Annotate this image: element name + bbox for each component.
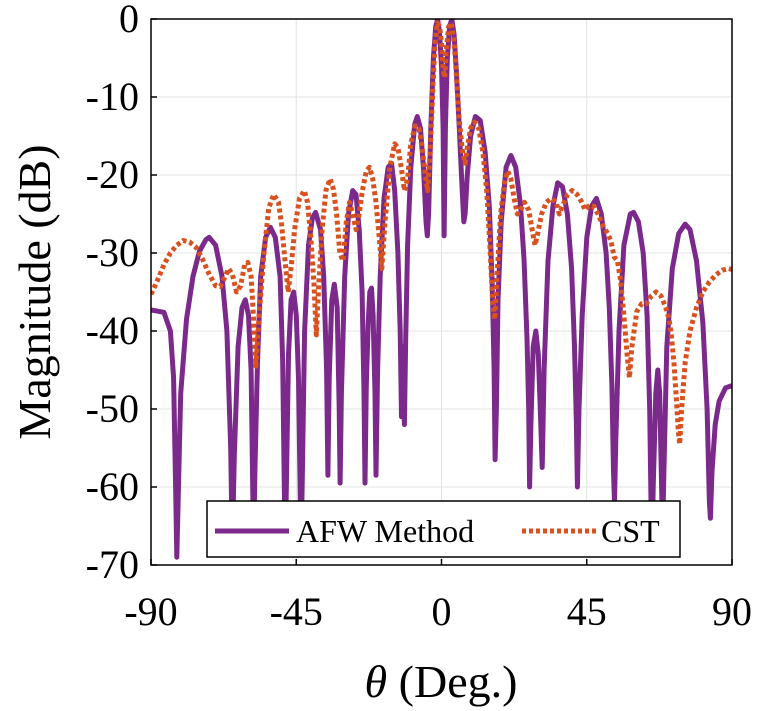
legend-label-cst: CST [601, 513, 660, 549]
x-tick-labels: -90 -45 0 45 90 [124, 559, 752, 634]
series-line-afw-method [151, 19, 732, 560]
y-tick-label: 0 [119, 0, 139, 41]
series-line-cst [151, 20, 732, 447]
y-tick-label: -70 [86, 542, 139, 587]
y-tick-label: -60 [86, 464, 139, 509]
y-tick-label: -20 [86, 152, 139, 197]
series-layer [151, 19, 732, 560]
legend: AFW Method CST [206, 500, 681, 558]
y-tick-label: -40 [86, 308, 139, 353]
x-tick-label: 45 [567, 589, 607, 634]
y-tick-label: -50 [86, 386, 139, 431]
y-tick-labels: 0 -10 -20 -30 -40 -50 -60 -70 [86, 0, 157, 587]
y-tick-label: -30 [86, 230, 139, 275]
x-axis-label-text: (Deg.) [387, 656, 517, 707]
x-tick-label: 90 [712, 589, 752, 634]
x-tick-label: -90 [124, 589, 177, 634]
x-tick-label: -45 [270, 589, 323, 634]
x-tick-label: 0 [432, 589, 452, 634]
legend-label-afw: AFW Method [296, 513, 474, 549]
y-tick-label: -10 [86, 74, 139, 119]
x-axis-label: θ (Deg.) [365, 656, 518, 707]
x-axis-label-symbol: θ [365, 656, 388, 707]
y-axis-label: Magnitude (dB) [9, 144, 60, 439]
